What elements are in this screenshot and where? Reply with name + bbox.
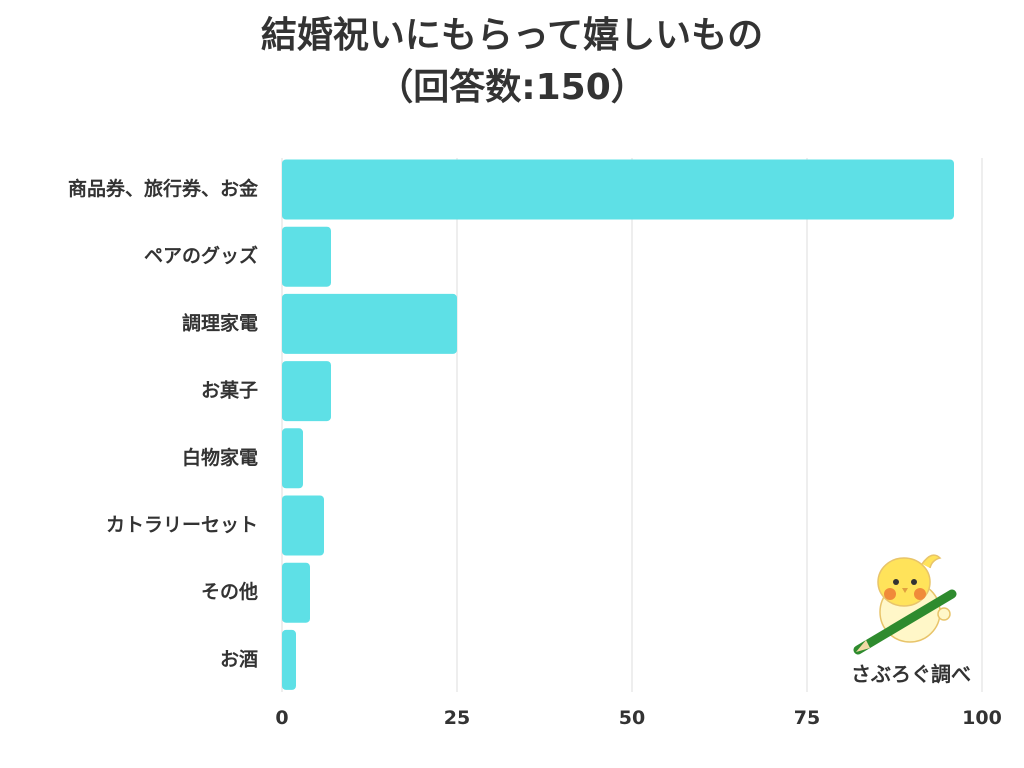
bar-1	[282, 226, 331, 287]
x-tick-label: 25	[444, 707, 470, 729]
bar-2	[282, 293, 457, 354]
tick-labels: 0 25 50 75 100	[275, 707, 1001, 729]
bar-7	[282, 629, 296, 690]
bar-5	[282, 495, 324, 556]
category-label: カトラリーセット	[106, 514, 258, 536]
category-label: ペアのグッズ	[144, 244, 258, 267]
x-tick-label: 100	[962, 707, 1002, 729]
bar-4	[282, 428, 303, 489]
category-label: その他	[201, 580, 258, 603]
chart-subtitle: （回答数:150）	[377, 67, 647, 108]
category-label: お酒	[220, 648, 258, 670]
credit-label: さぶろぐ調べ	[851, 662, 971, 686]
category-label: 調理家電	[182, 311, 258, 334]
category-label: 商品券、旅行券、お金	[68, 177, 259, 200]
bar-6	[282, 562, 310, 623]
bars	[282, 159, 954, 690]
bar-0	[282, 159, 954, 220]
category-label: 白物家電	[182, 446, 258, 469]
chart-title: 結婚祝いにもらって嬉しいもの	[260, 15, 764, 56]
category-label: お菓子	[201, 379, 258, 402]
bar-3	[282, 361, 331, 422]
x-tick-label: 75	[794, 707, 820, 729]
bird-mascot-icon	[853, 554, 957, 655]
x-tick-label: 50	[619, 707, 645, 729]
x-tick-label: 0	[275, 707, 288, 729]
